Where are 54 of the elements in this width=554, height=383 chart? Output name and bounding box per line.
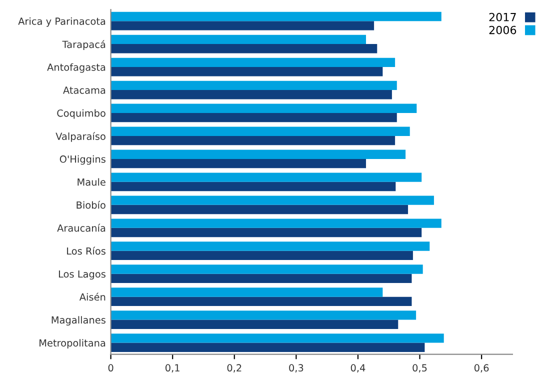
x-tick-label: 0,1	[166, 364, 180, 373]
bar	[110, 158, 366, 168]
bar	[110, 310, 416, 320]
bar	[110, 334, 444, 343]
bar	[110, 136, 396, 146]
legend-label: 2006	[489, 26, 516, 34]
y-tick-label: Los Lagos	[58, 270, 106, 280]
x-tick-label: 0,4	[350, 364, 366, 373]
y-tick-label: Coquimbo	[57, 109, 106, 119]
bar	[110, 274, 412, 284]
bar	[110, 34, 366, 44]
x-tick-label: 0	[108, 364, 114, 372]
bar	[110, 126, 410, 136]
x-tick-label: 0,2	[227, 364, 242, 373]
bar	[110, 90, 392, 100]
y-tick-label: Atacama	[63, 86, 106, 94]
bar	[110, 80, 397, 90]
bar	[110, 264, 423, 274]
y-tick-label: Magallanes	[52, 316, 106, 326]
y-tick-label: Maule	[78, 178, 106, 186]
bar	[110, 196, 434, 205]
x-tick-label: 0,3	[289, 364, 304, 373]
bar	[110, 104, 417, 113]
bar	[110, 150, 406, 159]
x-tick-label: 0,6	[474, 364, 489, 373]
y-tick-label: Los Ríos	[67, 246, 106, 255]
bar	[110, 296, 412, 306]
bar	[110, 250, 413, 260]
bar	[110, 204, 408, 214]
y-tick-label: Biobío	[76, 200, 106, 209]
y-tick-label: Tarapacá	[62, 40, 106, 50]
bar	[110, 67, 383, 76]
y-tick-label: Arica y Parinacota	[18, 17, 106, 27]
y-tick-label: Metropolitana	[40, 339, 106, 348]
bar	[110, 218, 442, 228]
bar	[110, 182, 396, 192]
y-tick-label: Antofagasta	[47, 63, 106, 73]
x-tick-label: 0,5	[412, 364, 427, 373]
bar	[110, 228, 422, 238]
bar	[110, 320, 398, 329]
y-tick-label: Araucanía	[57, 224, 106, 232]
bar	[110, 242, 430, 251]
bar	[110, 58, 396, 68]
bar	[110, 172, 422, 182]
bar	[110, 21, 374, 30]
legend-label: 2017	[489, 12, 516, 22]
y-tick-label: O'Higgins	[60, 155, 106, 165]
bar	[110, 342, 425, 352]
bar	[110, 288, 383, 297]
y-tick-label: Valparaíso	[56, 132, 106, 142]
bar	[110, 44, 378, 54]
y-tick-label: Aisén	[79, 292, 106, 301]
bar	[110, 12, 442, 22]
bar	[110, 112, 397, 122]
